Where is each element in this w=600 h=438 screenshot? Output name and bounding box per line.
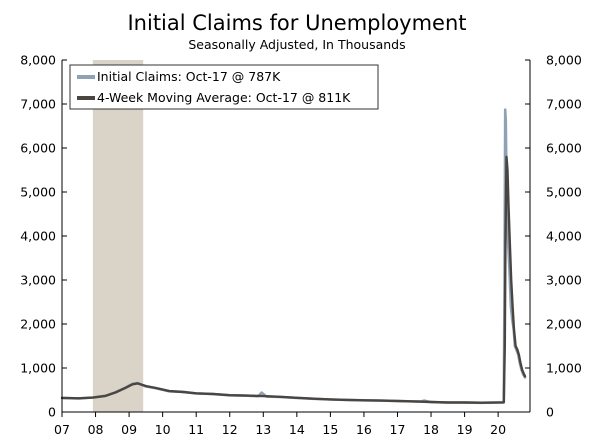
x-tick-label: 07 bbox=[54, 422, 70, 437]
series-line-moving-average bbox=[60, 155, 527, 404]
x-tick-label: 19 bbox=[457, 422, 473, 437]
y-tick-label-left: 6,000 bbox=[20, 141, 56, 156]
x-axis: 07 08 09 10 11 12 13 14 15 16 17 18 19 20 bbox=[54, 412, 506, 437]
y-tick-label-right: 8,000 bbox=[546, 53, 582, 68]
y-tick-label-right: 2,000 bbox=[546, 317, 582, 332]
y-tick-label-left: 2,000 bbox=[20, 317, 56, 332]
x-tick-label: 17 bbox=[390, 422, 406, 437]
y-tick-label-left: 5,000 bbox=[20, 185, 56, 200]
y-tick-label-left: 0 bbox=[48, 405, 56, 420]
chart-title: Initial Claims for Unemployment bbox=[127, 11, 466, 35]
y-tick-label-right: 7,000 bbox=[546, 97, 582, 112]
x-tick-label: 18 bbox=[423, 422, 439, 437]
series-layer bbox=[60, 108, 527, 405]
y-tick-label-left: 8,000 bbox=[20, 53, 56, 68]
y-axis-left: 0 1,000 2,000 3,000 4,000 5,000 6,000 7,000 8,00… bbox=[20, 53, 67, 420]
x-tick-label: 14 bbox=[289, 422, 305, 437]
legend: Initial Claims: Oct-17 @ 787K 4-Week Mov… bbox=[69, 64, 379, 110]
y-tick-label-left: 3,000 bbox=[20, 273, 56, 288]
y-tick-label-right: 4,000 bbox=[546, 229, 582, 244]
y-tick-label-right: 3,000 bbox=[546, 273, 582, 288]
y-tick-label-left: 7,000 bbox=[20, 97, 56, 112]
recession-band bbox=[92, 60, 144, 412]
y-tick-label-left: 1,000 bbox=[20, 361, 56, 376]
y-tick-label-left: 4,000 bbox=[20, 229, 56, 244]
y-tick-label-right: 5,000 bbox=[546, 185, 582, 200]
legend-label-initial-claims: Initial Claims: Oct-17 @ 787K bbox=[97, 69, 281, 84]
y-axis-right: 0 1,000 2,000 3,000 4,000 5,000 6,000 7,000 8,00… bbox=[525, 53, 582, 420]
x-tick-label: 20 bbox=[490, 422, 506, 437]
legend-label-moving-average: 4-Week Moving Average: Oct-17 @ 811K bbox=[97, 90, 351, 105]
x-tick-label: 12 bbox=[222, 422, 238, 437]
x-tick-label: 13 bbox=[255, 422, 271, 437]
x-tick-label: 11 bbox=[188, 422, 204, 437]
x-tick-label: 09 bbox=[121, 422, 137, 437]
x-tick-label: 10 bbox=[155, 422, 171, 437]
recession-band-layer bbox=[92, 60, 144, 412]
legend-box bbox=[69, 64, 379, 110]
chart-subtitle: Seasonally Adjusted, In Thousands bbox=[188, 37, 405, 52]
x-tick-label: 15 bbox=[322, 422, 338, 437]
x-tick-label: 16 bbox=[356, 422, 372, 437]
y-tick-label-right: 0 bbox=[546, 405, 554, 420]
y-tick-label-right: 1,000 bbox=[546, 361, 582, 376]
x-tick-label: 08 bbox=[88, 422, 104, 437]
y-tick-label-right: 6,000 bbox=[546, 141, 582, 156]
